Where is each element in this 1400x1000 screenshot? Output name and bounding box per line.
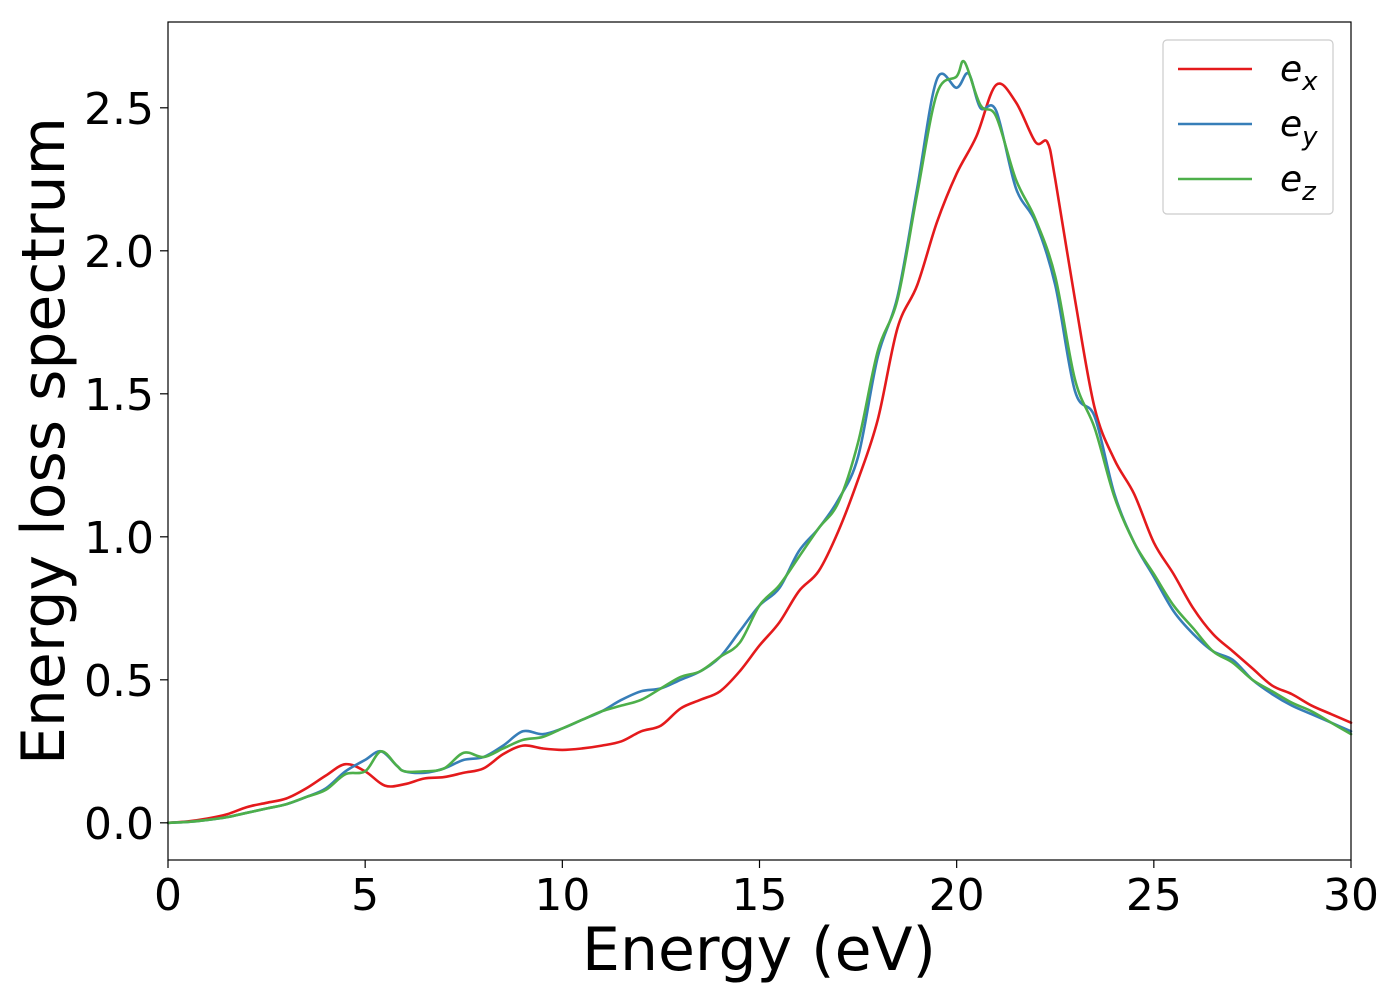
series-line-z [166,59,1353,825]
legend-label-y: ey [1280,104,1318,152]
x-tick-label: 30 [1323,870,1379,921]
legend-label-x: ex [1280,49,1318,97]
series-line-x [166,82,1353,825]
x-axis: 0 5 10 15 20 25 30 [154,860,1379,921]
y-axis: 0.0 0.5 1.0 1.5 2.0 2.5 [84,84,168,850]
y-tick-label: 2.0 [84,227,154,278]
x-axis-title: Energy (eV) [582,915,936,985]
x-tick-label: 20 [929,870,985,921]
x-tick-label: 0 [154,870,182,921]
x-tick-label: 10 [534,870,590,921]
series-layer [166,59,1353,825]
legend: ex ey ez [1162,39,1334,215]
y-axis-title: Energy loss spectrum [9,117,79,765]
y-tick-label: 1.5 [84,370,154,421]
y-tick-label: 0.5 [84,656,154,707]
x-tick-label: 15 [732,870,788,921]
y-tick-label: 2.5 [84,84,154,135]
x-tick-label: 5 [351,870,379,921]
legend-label-z: ez [1280,159,1317,207]
legend-box [1162,39,1334,215]
y-tick-label: 1.0 [84,513,154,564]
y-tick-label: 0.0 [84,799,154,850]
x-tick-label: 25 [1126,870,1182,921]
